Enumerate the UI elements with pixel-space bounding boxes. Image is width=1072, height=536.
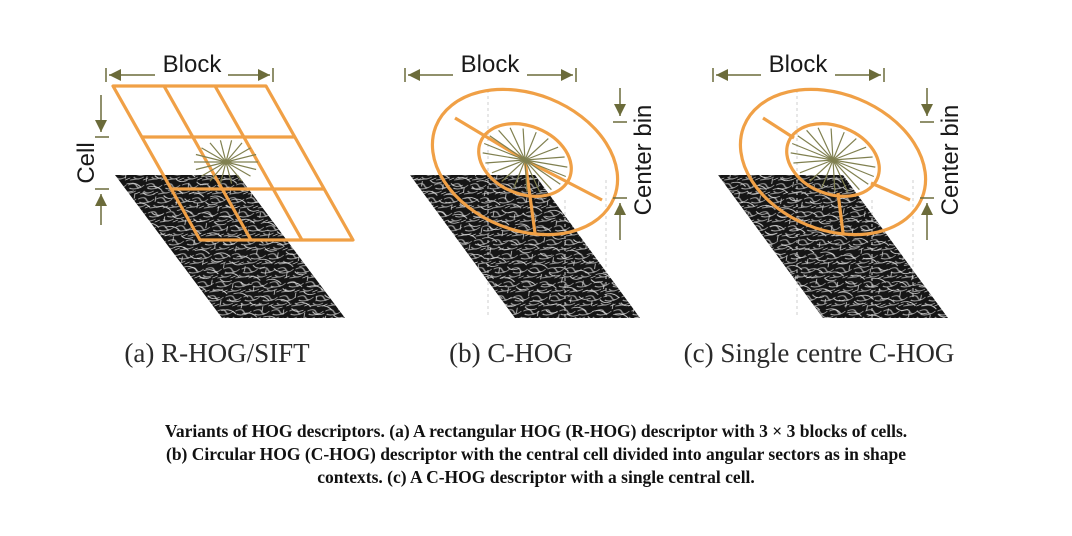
orientation-spoke — [195, 153, 227, 163]
orientation-spoke — [832, 146, 867, 161]
orientation-spoke — [799, 159, 834, 174]
orientation-spoke — [225, 140, 233, 163]
panel-a: Block Cell (a) R-HOG/SIFT — [73, 51, 355, 368]
orientation-spoke — [209, 142, 227, 163]
orientation-spoke — [806, 129, 834, 161]
caption-line: contexts. (c) A C-HOG descriptor with a … — [317, 467, 755, 487]
orientation-spoke — [832, 159, 869, 185]
orientation-spoke — [832, 159, 875, 178]
block-dimension-arrow — [105, 68, 274, 82]
orientation-spoke — [797, 135, 834, 161]
gradient-image — [718, 90, 948, 318]
orientation-spoke — [225, 161, 233, 184]
cell-dimension-arrows — [95, 95, 109, 225]
gradient-image — [410, 90, 640, 318]
orientation-histogram-spokes — [194, 140, 258, 184]
center-bin-label: Center bin — [630, 105, 657, 216]
orientation-spoke — [524, 146, 559, 161]
orientation-spoke — [209, 161, 227, 182]
center-bin-dimension-arrows — [920, 88, 934, 240]
orientation-histogram-spokes — [790, 127, 876, 193]
orientation-spoke — [524, 159, 528, 192]
cell-label: Cell — [73, 142, 100, 183]
orientation-spoke — [201, 147, 227, 163]
orientation-spoke — [225, 142, 243, 163]
orientation-spoke — [790, 152, 834, 161]
orientation-spoke — [524, 156, 565, 161]
rectangular-cell-grid — [111, 84, 355, 242]
block-label: Block — [461, 51, 521, 78]
orientation-spoke — [524, 131, 537, 161]
block-dimension-arrow — [404, 68, 577, 82]
orientation-spoke — [524, 159, 568, 168]
orientation-spoke — [522, 128, 526, 161]
orientation-spoke — [225, 147, 251, 163]
block-dimension-arrow — [712, 68, 885, 82]
orientation-spoke — [501, 159, 526, 182]
orientation-spoke — [832, 156, 873, 161]
orientation-spoke — [817, 127, 834, 161]
orientation-spoke — [524, 159, 541, 193]
orientation-spoke — [485, 159, 526, 164]
orientation-spoke — [524, 159, 567, 178]
block-label: Block — [769, 51, 829, 78]
orientation-spoke — [483, 142, 526, 161]
orientation-spoke — [524, 138, 549, 161]
orientation-spoke — [821, 159, 834, 189]
orientation-spoke — [832, 159, 860, 191]
orientation-spoke — [832, 159, 836, 192]
orientation-spoke — [195, 161, 227, 171]
orientation-spoke — [225, 161, 243, 182]
panel-a-caption: (a) R-HOG/SIFT — [124, 338, 310, 368]
panel-b-caption: (b) C-HOG — [449, 338, 573, 368]
block-label: Block — [163, 51, 223, 78]
orientation-spoke — [489, 135, 526, 161]
orientation-spoke — [201, 161, 227, 177]
orientation-spoke — [491, 159, 526, 174]
orientation-spoke — [524, 159, 552, 191]
orientation-spoke — [498, 129, 526, 161]
orientation-spoke — [225, 153, 257, 163]
orientation-spoke — [513, 159, 526, 189]
orientation-spoke — [832, 159, 876, 168]
orientation-spoke — [832, 138, 857, 161]
center-bin-label: Center bin — [937, 105, 964, 216]
orientation-spoke — [482, 152, 526, 161]
panel-b: Block Center bin (b) C-HOG — [404, 51, 657, 368]
orientation-spoke — [830, 128, 834, 161]
caption-line: Variants of HOG descriptors. (a) A recta… — [164, 421, 908, 441]
center-bin-dimension-arrows — [613, 88, 627, 240]
panel-c: Block Center bin (c) Single centre C-HOG — [684, 51, 964, 368]
figure-caption: Variants of HOG descriptors. (a) A recta… — [40, 420, 1032, 489]
gradient-image — [115, 175, 345, 318]
orientation-spoke — [791, 142, 834, 161]
orientation-histogram-spokes — [482, 127, 568, 193]
orientation-spoke — [809, 159, 834, 182]
orientation-spoke — [832, 131, 845, 161]
orientation-spoke — [524, 159, 561, 185]
orientation-spoke — [509, 127, 526, 161]
orientation-spoke — [219, 161, 227, 184]
orientation-spoke — [225, 161, 251, 177]
panel-c-caption: (c) Single centre C-HOG — [684, 338, 955, 368]
orientation-spoke — [793, 159, 834, 164]
caption-line: (b) Circular HOG (C-HOG) descriptor with… — [166, 444, 906, 464]
orientation-spoke — [832, 159, 849, 193]
orientation-spoke — [225, 161, 257, 171]
orientation-spoke — [219, 140, 227, 163]
